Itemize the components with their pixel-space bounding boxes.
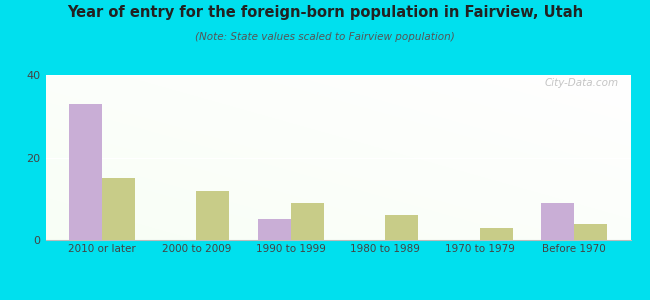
Bar	[291, 203, 324, 240]
Bar	[541, 203, 574, 240]
Bar	[480, 228, 513, 240]
Bar	[69, 104, 102, 240]
Text: City-Data.com: City-Data.com	[545, 78, 619, 88]
Bar	[102, 178, 135, 240]
Text: (Note: State values scaled to Fairview population): (Note: State values scaled to Fairview p…	[195, 32, 455, 41]
Bar	[196, 190, 229, 240]
Bar	[258, 219, 291, 240]
Bar	[574, 224, 607, 240]
Bar	[385, 215, 418, 240]
Text: Year of entry for the foreign-born population in Fairview, Utah: Year of entry for the foreign-born popul…	[67, 4, 583, 20]
